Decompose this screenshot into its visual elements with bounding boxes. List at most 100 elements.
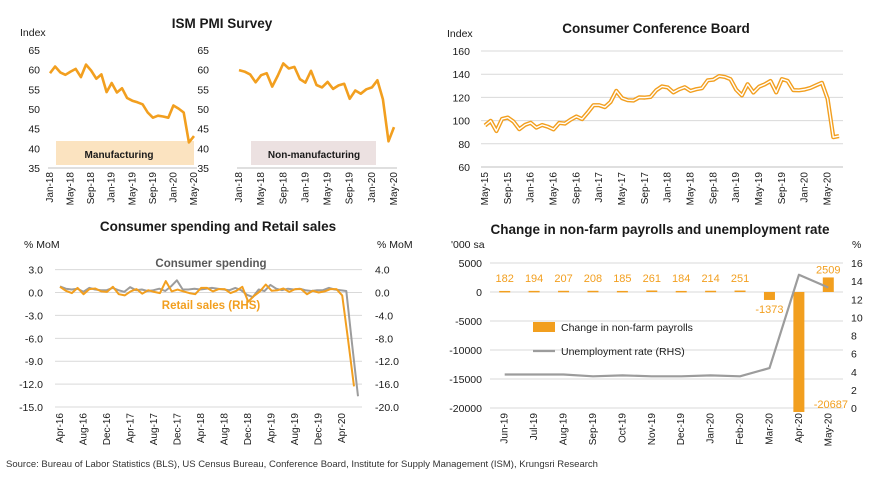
cb-ylabel: Index (447, 28, 473, 40)
retail-xtick: Dec-19 (314, 413, 325, 446)
nfp-legend-bar-label: Change in non-farm payrolls (561, 322, 693, 334)
ism-left-tick: 35 (28, 163, 40, 175)
cb-xtick: May-20 (823, 172, 834, 206)
nfp-data-label: -1373 (755, 304, 783, 316)
ism-nonmfg-xtick: Jan-20 (367, 172, 378, 203)
cb-xtick: Jan-20 (800, 172, 811, 203)
cb-ytick: 80 (458, 139, 470, 151)
ism-nonmfg-label-box (251, 141, 376, 165)
nfp-bar (558, 290, 570, 293)
ism-nonmfg-xtick: May-19 (323, 172, 334, 206)
nfp-xtick: Jun-19 (500, 413, 511, 444)
ism-mid-tick: 45 (197, 124, 209, 136)
retail-xtick: Dec-17 (173, 413, 184, 446)
retail-ytick-left: -3.0 (25, 310, 43, 322)
retail-xtick: Dec-16 (102, 413, 113, 446)
nfp-ylabel-left: '000 sa (451, 239, 485, 251)
ism-mfg-label-box (56, 141, 194, 165)
ism-nonmfg-label: Non-manufacturing (268, 150, 360, 161)
retail-ytick-right: -12.0 (375, 356, 399, 368)
nfp-bar (763, 292, 775, 300)
nfp-bar (793, 292, 805, 412)
retail-xtick: Dec-18 (243, 413, 254, 446)
retail-xtick: Aug-19 (290, 413, 301, 446)
nfp-ytick-left: -10000 (449, 345, 482, 357)
retail-xtick: Apr-17 (126, 413, 137, 443)
nfp-ytick-left: 0 (476, 287, 482, 299)
ism-left-tick: 40 (28, 143, 40, 155)
cb-xtick: Jan-19 (731, 172, 742, 203)
cb-xtick: May-17 (617, 172, 628, 206)
ism-mfg-xtick: May-20 (189, 172, 200, 206)
nfp-xtick: Sep-19 (588, 413, 599, 446)
ism-mfg-xtick: May-19 (127, 172, 138, 206)
retail-ytick-right: -20.0 (375, 402, 399, 414)
nfp-data-label: 182 (496, 273, 514, 285)
nfp-data-label: 2509 (816, 264, 840, 276)
source-note: Source: Bureau of Labor Statistics (BLS)… (6, 459, 598, 470)
retail-ytick-left: -15.0 (19, 402, 43, 414)
nfp-ytick-left: -15000 (449, 374, 482, 386)
nfp-ytick-right: 12 (851, 294, 863, 306)
ism-mfg-xtick: Jan-19 (107, 172, 118, 203)
nfp-xtick: Dec-19 (676, 413, 687, 446)
cb-xtick: Sep-18 (708, 172, 719, 205)
nfp-xtick: Jul-19 (529, 413, 540, 441)
nfp-data-label: 214 (701, 273, 719, 285)
nfp-ytick-left: 5000 (459, 258, 483, 270)
ism-ylabel: Index (20, 27, 46, 39)
nfp-xtick: Jan-20 (706, 413, 717, 444)
ism-nonmanufacturing-line (238, 62, 396, 143)
cb-xtick: Sep-17 (640, 172, 651, 205)
retail-xtick: Apr-16 (55, 413, 66, 443)
retail-xtick: Apr-18 (196, 413, 207, 443)
nfp-ytick-right: 16 (851, 258, 863, 270)
nfp-bar (822, 277, 834, 292)
nfp-ytick-right: 10 (851, 312, 863, 324)
nfp-data-label: 261 (643, 273, 661, 285)
retail-ytick-right: -8.0 (375, 333, 393, 345)
cb-line-outline (483, 73, 840, 140)
retail-ytick-right: -16.0 (375, 379, 399, 391)
nfp-xtick: May-20 (823, 413, 834, 447)
nfp-bar (705, 290, 717, 293)
cb-xtick: Jan-17 (594, 172, 605, 203)
cb-ytick: 100 (452, 116, 470, 128)
cb-xtick: May-16 (549, 172, 560, 206)
ism-nonmfg-xtick: May-20 (389, 172, 400, 206)
retail-ytick-left: 3.0 (28, 265, 43, 277)
cb-title: Consumer Conference Board (562, 21, 750, 36)
cb-xtick: Sep-16 (571, 172, 582, 205)
retail-xtick: Apr-20 (337, 413, 348, 443)
nfp-ytick-left: -20000 (449, 403, 482, 415)
ism-mfg-xtick: May-18 (66, 172, 77, 206)
ism-nonmfg-xtick: Jan-18 (234, 172, 245, 203)
cb-ytick: 120 (452, 92, 470, 104)
nfp-xtick: Apr-20 (794, 413, 805, 443)
ism-mfg-xtick: Jan-20 (168, 172, 179, 203)
cb-line-inner (484, 75, 840, 138)
ism-manufacturing-line (48, 63, 196, 144)
cb-xtick: May-15 (480, 172, 491, 206)
ism-mid-tick: 55 (197, 84, 209, 96)
ism-title: ISM PMI Survey (172, 16, 273, 31)
nfp-bar (499, 290, 511, 293)
retail-ytick-right: 4.0 (375, 265, 390, 277)
retail-ylabel-right: % MoM (377, 239, 413, 251)
nfp-data-label: -20687 (814, 399, 848, 411)
nfp-ytick-right: 6 (851, 349, 857, 361)
retail-ytick-left: -9.0 (25, 356, 43, 368)
nfp-bar (734, 290, 746, 293)
cb-xtick: Jan-18 (663, 172, 674, 203)
nfp-xtick: Oct-19 (617, 413, 628, 443)
nfp-title: Change in non-farm payrolls and unemploy… (490, 222, 830, 237)
nfp-bar (675, 290, 687, 293)
nfp-data-label: 184 (672, 273, 690, 285)
nfp-data-label: 185 (613, 273, 631, 285)
nfp-bar (528, 290, 540, 293)
retail-xtick: Aug-17 (149, 413, 160, 446)
nfp-ylabel-right: % (852, 239, 861, 251)
nfp-ytick-right: 8 (851, 331, 857, 343)
ism-nonmfg-xtick: Sep-18 (278, 172, 289, 205)
nfp-data-label: 251 (731, 273, 749, 285)
